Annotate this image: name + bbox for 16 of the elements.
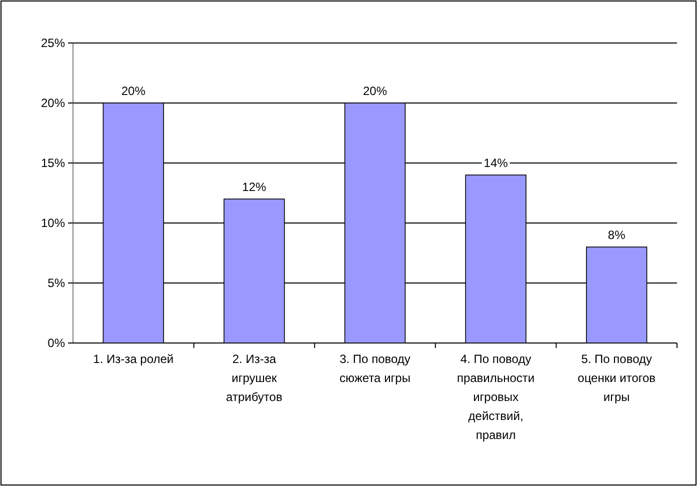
x-tick-label: 5. По поводу оценки итогов игры bbox=[578, 352, 656, 404]
data-label: 12% bbox=[242, 180, 267, 194]
x-tick-label: 1. Из-за ролей bbox=[93, 352, 174, 366]
y-tick-label: 10% bbox=[40, 216, 66, 230]
x-tick-label: 3. По поводу сюжета игры bbox=[340, 352, 410, 385]
y-tick-label: 5% bbox=[48, 276, 66, 290]
y-tick-label: 0% bbox=[48, 336, 66, 350]
data-label: 8% bbox=[608, 228, 626, 242]
data-label: 20% bbox=[362, 84, 388, 98]
y-tick-label: 20% bbox=[40, 96, 66, 110]
data-label: 20% bbox=[121, 84, 146, 98]
x-tick-label: 4. По поводу правильности игровых действий, правил bbox=[456, 352, 535, 442]
y-tick-label: 15% bbox=[40, 156, 66, 170]
x-tick-label: 2. Из-за игрушек атрибутов bbox=[226, 352, 282, 404]
data-label: 14% bbox=[484, 156, 508, 170]
y-tick-label: 25% bbox=[40, 36, 66, 50]
